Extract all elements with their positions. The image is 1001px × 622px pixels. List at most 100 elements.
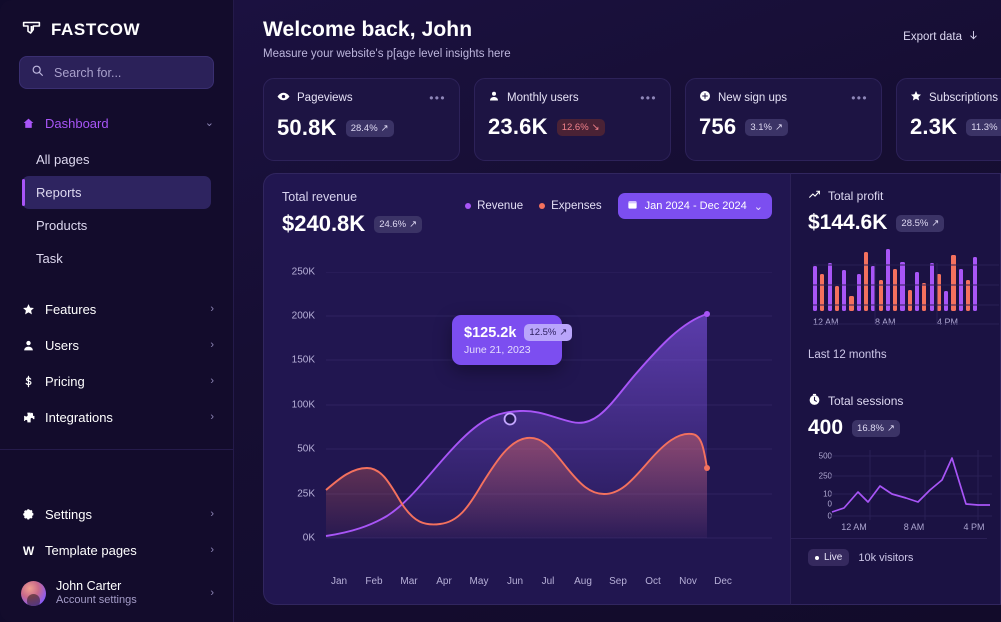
sidebar-subitem-label: All pages [36,152,90,167]
sidebar-group-primary: Features › Users › Pricing [0,291,233,435]
sidebar-item-task[interactable]: Task [22,242,211,275]
sidebar-user-account[interactable]: John Carter Account settings › [0,569,233,608]
insights-panel: Total profit $144.6K 28.5% ↗ [790,173,1001,605]
chevron-right-icon[interactable]: › [210,302,214,315]
chevron-right-icon[interactable]: › [210,410,214,423]
stat-card-pageviews[interactable]: Pageviews ••• 50.8K 28.4% ↗ [263,78,460,161]
sidebar-item-integrations[interactable]: Integrations › [0,399,233,435]
stat-card-label: New sign ups [718,91,788,104]
x-tick-label: Sep [609,576,627,587]
user-text: John Carter Account settings [56,579,137,608]
profit-bar [958,268,963,311]
card-menu-button[interactable]: ••• [851,90,868,105]
chart-hover-marker[interactable] [503,412,517,426]
trend-up-icon: ↗ [931,217,940,229]
legend-item-expenses[interactable]: Expenses [539,200,602,212]
stat-card-label: Monthly users [507,91,579,104]
total-profit-value: $144.6K [808,211,888,234]
export-data-button[interactable]: Export data [903,30,979,44]
x-tick-label: Dec [714,576,732,587]
sidebar-item-products[interactable]: Products [22,209,211,242]
card-value-row: 23.6K 12.6% ↘ [488,114,657,140]
user-icon [21,339,36,352]
expenses-line [325,432,708,526]
calendar-icon [627,199,638,213]
fastcow-logo-icon [21,19,42,40]
stat-card-new-sign-ups[interactable]: New sign ups ••• 756 3.1% ↗ [685,78,882,161]
profit-bars [808,249,998,311]
profit-bar [922,282,927,311]
page-subtitle: Measure your website's p[age level insig… [263,48,511,60]
date-range-selector[interactable]: Jan 2024 - Dec 2024 ⌄ [617,193,772,219]
y-tick-label: 500 [818,451,832,461]
total-sessions-label: Total sessions [828,394,904,408]
profit-bar [813,265,818,311]
stat-card-subscriptions[interactable]: Subscriptions 2.3K 11.3%↗ [896,78,1001,161]
y-tick-label: 100K [291,399,315,411]
sidebar-divider [0,449,233,450]
plus-circle-icon [699,90,711,105]
page-title: Welcome back, John [263,18,473,41]
revenue-panel: Total revenue $240.8K 24.6% ↗ Revenue Exp… [263,173,790,605]
sidebar-item-template-pages[interactable]: W Template pages › [0,533,233,569]
profit-bar [878,280,883,311]
visitors-count: 10k visitors [858,551,914,564]
search-input[interactable] [54,65,202,80]
profit-bar [863,251,869,311]
x-tick-label: 8 AM [875,317,896,327]
sidebar-item-all-pages[interactable]: All pages [22,143,211,176]
sidebar-item-label: Template pages [45,543,137,559]
profit-bar [871,265,876,311]
sidebar-item-label: Dashboard [45,115,109,131]
revenue-chart: 250K 200K 150K 100K 50K 25K 0K [282,267,772,587]
chevron-right-icon[interactable]: › [210,374,214,387]
sidebar: FASTCOW Dashboard ⌄ [0,0,234,622]
chevron-right-icon[interactable]: › [210,338,214,351]
sidebar-item-features[interactable]: Features › [0,291,233,327]
sidebar-item-dashboard[interactable]: Dashboard ⌄ [0,107,233,139]
total-sessions-header: Total sessions [808,393,1000,409]
revenue-line [325,313,708,537]
w-icon: W [22,543,35,558]
search-box[interactable] [19,56,214,89]
export-data-label: Export data [903,31,962,43]
x-tick-label: 8 AM [903,522,925,532]
profit-bar [856,274,861,311]
revenue-title: Total revenue [282,190,358,204]
delta-value: 28.5% [901,217,929,229]
tooltip-date: June 21, 2023 [464,344,531,356]
y-tick-label: 250K [291,266,315,278]
card-header: New sign ups ••• [699,90,868,105]
star-icon [21,303,36,316]
trend-line-icon [808,188,821,204]
status-badge: 28.4% ↗ [345,119,394,137]
sidebar-item-label: Integrations [45,409,113,425]
chevron-right-icon[interactable]: › [210,544,214,557]
live-dot-icon [815,555,819,560]
trend-up-icon: ↗ [886,422,895,434]
sidebar-item-pricing[interactable]: Pricing › [0,363,233,399]
profit-bar [936,274,941,311]
stat-card-monthly-users[interactable]: Monthly users ••• 23.6K 12.6% ↘ [474,78,671,161]
revenue-chart-svg [325,272,772,539]
profit-bar [914,271,920,311]
chevron-right-icon[interactable]: › [210,587,214,600]
delta-value: 12.5% [529,327,557,338]
profit-caption: Last 12 months [808,349,887,361]
card-menu-button[interactable]: ••• [429,91,446,105]
page-header: Welcome back, John Measure your website'… [234,0,1001,60]
profit-bar [973,257,978,311]
legend-item-revenue[interactable]: Revenue [465,200,523,212]
sidebar-item-users[interactable]: Users › [0,327,233,363]
sidebar-item-settings[interactable]: Settings › [0,497,233,533]
status-badge: 28.5% ↗ [896,214,945,232]
profit-grid [813,263,999,325]
live-label: Live [824,552,843,563]
x-tick-label: Jul [541,576,555,587]
sidebar-item-reports[interactable]: Reports [22,176,211,209]
chevron-right-icon[interactable]: › [210,508,214,521]
chevron-down-icon[interactable]: ⌄ [204,116,214,129]
card-menu-button[interactable]: ••• [640,90,657,105]
sidebar-item-label: Settings [45,507,92,523]
